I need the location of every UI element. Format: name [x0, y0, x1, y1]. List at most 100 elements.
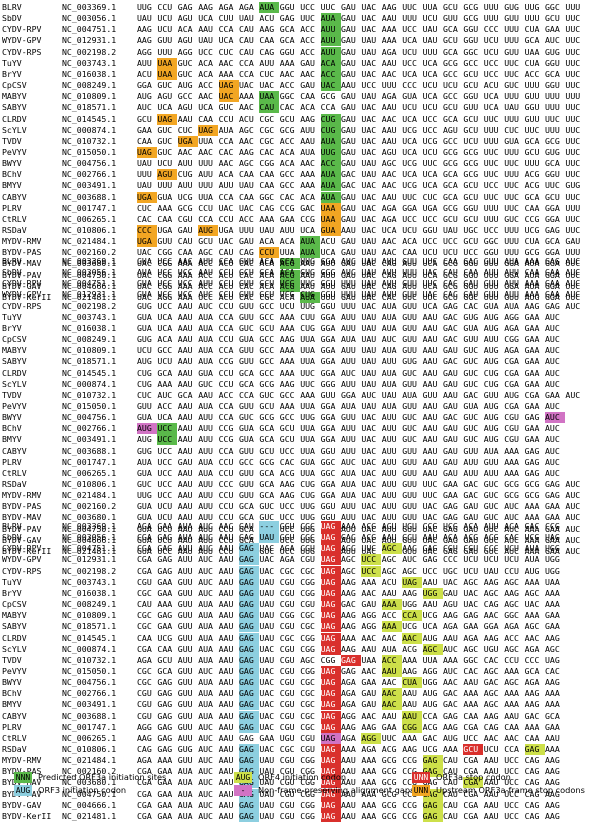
codon: CGC [300, 721, 315, 732]
codon: UUG [300, 512, 315, 523]
codon: AAU [218, 744, 234, 754]
codon: AUA [524, 554, 540, 565]
legend-label: ORF3a stop codon [436, 772, 511, 782]
codon: AUA [198, 688, 213, 699]
codon: UCA [483, 102, 499, 113]
codon: UCC [504, 788, 519, 799]
virus-name: BWYV [2, 677, 22, 688]
accession: NC_003369.1 [62, 521, 117, 531]
codon: AUU [381, 523, 397, 534]
codon: AUG [483, 356, 499, 367]
codon: CCU [218, 289, 234, 300]
virus-name: BYDV-GAV [2, 534, 42, 545]
codon: GCA [443, 113, 458, 124]
codon: UAC [361, 68, 377, 79]
accession: NC_002766.1 [62, 169, 117, 180]
codon: GUU [402, 523, 417, 534]
codon: CCU [218, 213, 234, 224]
codon: UAC [422, 534, 438, 545]
codon: GAA [524, 434, 540, 445]
codon: GAG [524, 744, 545, 755]
codon: UAG [320, 744, 341, 755]
alignment-row: BrYV NC_016038.1 ACU UAA GUC ACA AAA CCA CUC AAC A… [0, 68, 601, 80]
codon: GGA [504, 258, 519, 269]
codon: AAC [381, 247, 397, 258]
codon: GCG [259, 456, 275, 467]
alignment-row: CpCSV NC_008249.1 GGA GUC AUG ACC UAG UAC UAC ACC… [0, 80, 601, 92]
codon: CCA [504, 744, 519, 754]
codon: UCU [402, 102, 417, 113]
codon: CGC [279, 744, 295, 754]
codon: UCA [157, 322, 173, 333]
codon: GUA [137, 311, 152, 322]
codon: GUA [198, 367, 213, 378]
codon: AAG [483, 710, 499, 721]
alignment-row: BYDV-PAS NC_002160.2 GUA UCU AAU AUU CCU GCA GUC… [0, 501, 601, 512]
accession: NC_010809.1 [62, 610, 117, 621]
codon: UUC [565, 258, 581, 269]
codon: AAU [422, 378, 438, 389]
codon: GAG [239, 565, 259, 577]
codon: CAA [177, 247, 193, 258]
codon: ACG [279, 467, 295, 478]
codon: AAG [341, 587, 356, 598]
accession: NC_003680.1 [62, 777, 117, 788]
codon: UAC [259, 677, 275, 688]
codon: AUU [504, 278, 519, 289]
codon: AUA [381, 311, 397, 322]
codon: AUU [381, 445, 397, 456]
codon: AUA [177, 521, 193, 531]
codon: CAC [239, 280, 254, 291]
codon: CGC [300, 677, 315, 688]
codon: AGG [504, 311, 519, 322]
codon: ACC [198, 80, 213, 91]
codon: UAC [361, 545, 377, 556]
codon: AUU [177, 654, 193, 665]
codon: UAC [361, 291, 377, 302]
codon: AUC [545, 445, 560, 456]
legend-swatch: NNN [14, 772, 32, 783]
codon: GGU [545, 80, 560, 91]
codon: UAC [524, 599, 540, 610]
codon: AUU [198, 479, 213, 489]
codon: GCA [524, 35, 540, 46]
codon: GUU [402, 322, 417, 333]
codon: UCG [524, 225, 540, 235]
codon: GCC [259, 300, 275, 311]
codon: CAU [443, 788, 458, 799]
alignment-row: BYDV-PAS NC_002160.2 UAC CGG CAA AGC CAU CAG CCU… [0, 247, 601, 259]
codon: UCC [157, 545, 173, 556]
codon: AAU [381, 587, 397, 598]
codon: GGA [320, 479, 336, 489]
codon: UCA [218, 35, 234, 46]
codon: GGU [483, 247, 499, 258]
codon: AAA [524, 576, 540, 587]
codon: AUA [300, 236, 321, 248]
codon: AAU [218, 565, 234, 576]
codon: UUC [565, 24, 581, 35]
legend-item-predicted-sites: NNN Predicted ORF3a initiation sites [14, 772, 166, 783]
codon: CGG [279, 610, 295, 621]
codon: GCU [463, 113, 479, 124]
codon: GCA [524, 191, 540, 202]
codon: AAU [218, 799, 234, 810]
codon: GCA [239, 534, 254, 545]
codon: AAU [381, 13, 397, 24]
codon: AAG [545, 632, 560, 643]
codon: GGA [504, 269, 519, 280]
codon: AAU [422, 599, 438, 610]
codon: ACA [300, 191, 315, 202]
codon: GAG [239, 810, 259, 822]
codon: UAU [259, 225, 275, 235]
codon: GUG [545, 46, 560, 57]
codon: UAC [361, 445, 377, 456]
codon: AAU [545, 732, 560, 743]
codon: AAU [218, 599, 234, 610]
codon: GAA [524, 423, 540, 434]
codon: AUA [198, 345, 213, 356]
codon: AAU [422, 334, 438, 345]
codon: CAG [239, 247, 254, 258]
codon: GCG [381, 755, 397, 766]
codon: GUC [504, 80, 519, 91]
codon: UAU [361, 289, 377, 300]
